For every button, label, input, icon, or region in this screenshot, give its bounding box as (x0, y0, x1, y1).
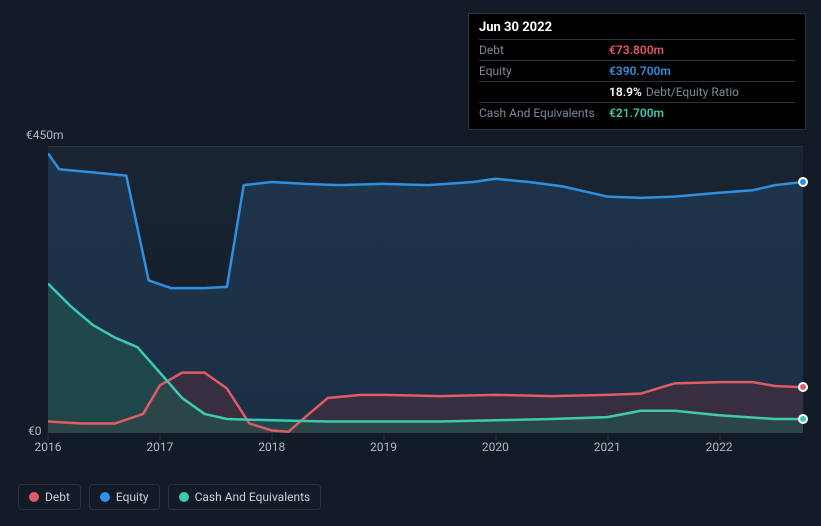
y-axis-min-label: €0 (28, 424, 42, 438)
tooltip-row: Cash And Equivalents€21.700m (479, 102, 795, 123)
x-axis-tick: 2016 (35, 440, 62, 454)
legend-item-label: Equity (116, 490, 149, 504)
chart-svg (48, 147, 803, 433)
x-axis-tick: 2020 (482, 440, 509, 454)
legend-item-label: Cash And Equivalents (195, 490, 311, 504)
tooltip-row-value: 18.9%Debt/Equity Ratio (609, 85, 739, 99)
series-end-marker (798, 177, 808, 187)
y-axis-max-label: €450m (26, 128, 64, 142)
chart-plot-area[interactable] (48, 146, 803, 432)
x-axis-tick-mark (48, 434, 49, 440)
x-axis-tick-mark (719, 434, 720, 440)
tooltip-row: 18.9%Debt/Equity Ratio (479, 81, 795, 102)
chart-legend: Debt Equity Cash And Equivalents (18, 484, 321, 510)
tooltip-row: Equity€390.700m (479, 60, 795, 81)
tooltip-rows: Debt€73.800mEquity€390.700m18.9%Debt/Equ… (479, 39, 795, 123)
tooltip-row-label: Equity (479, 64, 609, 78)
x-axis-tick: 2018 (258, 440, 285, 454)
chart-tooltip: Jun 30 2022 Debt€73.800mEquity€390.700m1… (468, 13, 806, 130)
x-axis-tick-mark (607, 434, 608, 440)
tooltip-row-value: €21.700m (609, 106, 664, 120)
tooltip-row-value: €390.700m (609, 64, 671, 78)
x-axis-tick-mark (384, 434, 385, 440)
tooltip-row-label (479, 85, 609, 99)
series-end-marker (798, 414, 808, 424)
x-axis-tick-mark (160, 434, 161, 440)
tooltip-row-label: Debt (479, 43, 609, 57)
x-axis-tick: 2021 (594, 440, 621, 454)
tooltip-row-label: Cash And Equivalents (479, 106, 609, 120)
x-axis-tick: 2019 (370, 440, 397, 454)
legend-item-cash-and-equivalents[interactable]: Cash And Equivalents (168, 484, 322, 510)
legend-item-equity[interactable]: Equity (89, 484, 160, 510)
tooltip-row-value: €73.800m (609, 43, 664, 57)
legend-item-debt[interactable]: Debt (18, 484, 81, 510)
tooltip-date: Jun 30 2022 (479, 20, 795, 35)
tooltip-row: Debt€73.800m (479, 39, 795, 60)
x-axis: 2016201720182019202020212022 (48, 440, 803, 460)
legend-dot-icon (29, 492, 39, 502)
x-axis-tick-mark (495, 434, 496, 440)
legend-item-label: Debt (45, 490, 70, 504)
x-axis-tick: 2022 (706, 440, 733, 454)
legend-dot-icon (179, 492, 189, 502)
x-axis-tick: 2017 (146, 440, 173, 454)
series-end-marker (798, 382, 808, 392)
legend-dot-icon (100, 492, 110, 502)
x-axis-tick-mark (272, 434, 273, 440)
